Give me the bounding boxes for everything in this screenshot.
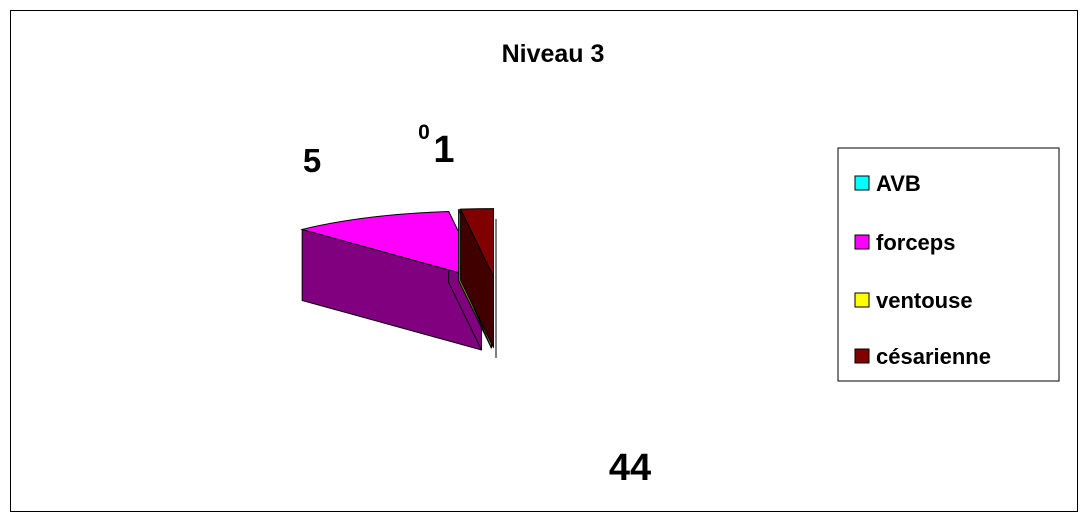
chart-title: Niveau 3 xyxy=(502,40,605,68)
legend-item-cesarienne: césarienne xyxy=(854,344,991,369)
legend-item-forceps: forceps xyxy=(854,230,955,255)
legend-label-ventouse: ventouse xyxy=(876,288,973,313)
legend-box xyxy=(837,147,1060,382)
data-label-ventouse: 0 xyxy=(418,121,430,144)
pie-slice-forceps xyxy=(300,211,483,351)
legend: AVB forceps ventouse césarienne xyxy=(837,147,1060,382)
data-label-forceps: 5 xyxy=(303,142,321,179)
legend-swatch-forceps xyxy=(854,234,870,250)
legend-item-avb: AVB xyxy=(854,171,921,196)
legend-label-forceps: forceps xyxy=(876,230,955,255)
data-label-cesarienne: 1 xyxy=(433,129,454,171)
data-label-avb: 44 xyxy=(609,447,651,489)
legend-swatch-avb xyxy=(854,175,870,191)
pie-plot: 44 5 0 1 xyxy=(300,121,651,489)
legend-label-avb: AVB xyxy=(876,171,921,196)
legend-item-ventouse: ventouse xyxy=(854,288,973,313)
legend-swatch-cesarienne xyxy=(854,348,870,364)
pie-slice-cesarienne xyxy=(459,208,494,348)
legend-label-cesarienne: césarienne xyxy=(876,344,991,369)
legend-swatch-ventouse xyxy=(854,292,870,308)
